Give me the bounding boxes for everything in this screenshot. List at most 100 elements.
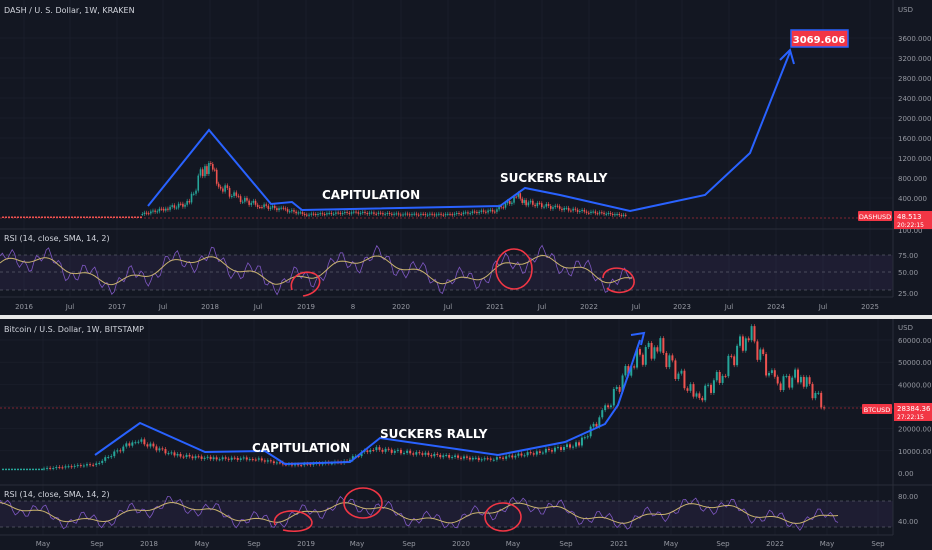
btc-candle: [433, 453, 436, 457]
btc-candle: [179, 453, 182, 457]
dash-candle: [2, 216, 4, 218]
btc-candle: [502, 457, 505, 459]
btc-candle: [236, 457, 239, 460]
btc-candle: [580, 437, 583, 446]
dash-candle: [541, 203, 543, 208]
dash-time-axis[interactable]: 2016 Jul 2017 Jul 2018 Jul 2019 8 2020 Jul 2021 Jul…: [15, 303, 879, 311]
btc-rsi-pane[interactable]: RSI (14, close, SMA, 14, 2): [0, 484, 932, 531]
btc-candle: [113, 451, 116, 457]
btc-candle: [41, 468, 43, 471]
btc-candle: [158, 448, 161, 451]
dash-candle: [339, 212, 342, 214]
btc-candle: [677, 373, 680, 379]
btc-candle: [759, 349, 762, 360]
btc-arrow-head: [630, 331, 646, 346]
dash-rsi-tick: 75.00: [898, 252, 918, 260]
dash-pattern-line: [147, 51, 791, 213]
dash-candle: [35, 216, 37, 218]
dash-time-tick: Jul: [631, 303, 641, 311]
btc-rsi-band: [0, 501, 893, 527]
btc-price-tick: 20000.00: [898, 426, 931, 434]
btc-candle: [107, 456, 110, 458]
btc-candle: [278, 462, 281, 464]
dash-candle: [282, 207, 285, 209]
btc-candle: [477, 457, 480, 461]
btc-candle: [233, 457, 236, 459]
dash-candle: [611, 214, 614, 216]
btc-candle: [799, 376, 802, 383]
btc-candle: [176, 453, 179, 456]
dash-time-tick: 2016: [15, 303, 33, 311]
btc-candle: [372, 450, 375, 452]
dash-candle: [438, 213, 440, 215]
dash-candle: [299, 212, 302, 214]
btc-candle: [436, 453, 439, 455]
btc-candle: [480, 459, 483, 461]
dash-candle: [357, 212, 360, 214]
btc-candle: [627, 366, 630, 376]
dash-candle: [197, 175, 200, 191]
btc-candle: [76, 465, 79, 467]
dash-arrow-head: [779, 48, 795, 65]
btc-candle: [556, 447, 559, 449]
dash-candle: [603, 212, 605, 215]
btc-time-tick: May: [36, 540, 50, 548]
btc-time-tick: 2022: [766, 540, 784, 548]
btc-candle: [650, 342, 653, 359]
btc-candle: [128, 443, 131, 446]
btc-candle: [523, 455, 526, 457]
btc-candle: [360, 452, 363, 457]
btc-candle: [598, 417, 601, 427]
btc-candle: [152, 443, 155, 447]
btc-candle: [251, 459, 254, 461]
btc-time-axis[interactable]: May Sep 2018 May Sep 2019 May Sep 2020 May Sep 2021…: [36, 540, 885, 548]
dash-candle: [204, 166, 206, 177]
dash-price-tick: 2000.000: [898, 115, 931, 123]
dash-candle: [523, 200, 525, 203]
btc-candle: [715, 371, 718, 381]
btc-candle: [418, 452, 421, 454]
btc-time-tick: May: [506, 540, 520, 548]
dash-candle: [128, 216, 130, 218]
dash-candle: [137, 216, 139, 218]
btc-candle: [636, 349, 639, 368]
dash-candle: [620, 215, 623, 217]
dash-price-axis[interactable]: 3600.000 3200.000 2800.000 2400.000 2000.000…: [898, 35, 931, 223]
dash-candle: [496, 209, 498, 212]
btc-candle: [143, 439, 146, 445]
dash-candle: [543, 206, 545, 208]
btc-candle: [412, 453, 415, 455]
btc-candle: [191, 456, 194, 459]
dash-candle: [406, 213, 409, 215]
dash-candle: [572, 208, 574, 211]
dash-candle: [116, 216, 118, 218]
btc-candle: [547, 448, 550, 451]
btc-candle: [707, 384, 710, 386]
btc-suckers-rally-label: SUCKERS RALLY: [380, 427, 488, 441]
dash-candle: [585, 211, 588, 213]
btc-candle: [64, 466, 67, 468]
dash-time-tick: 8: [351, 303, 355, 311]
btc-candle: [727, 355, 730, 377]
dash-candle: [341, 213, 344, 215]
btc-candle: [621, 375, 624, 392]
btc-candle: [595, 423, 598, 427]
panel-separator: [0, 315, 932, 319]
btc-candle: [811, 383, 814, 399]
btc-candle: [17, 468, 19, 471]
btc-candle: [662, 338, 665, 353]
dash-price-tick: 800.000: [898, 175, 927, 183]
dash-rsi-pane[interactable]: RSI (14, close, SMA, 14, 2): [0, 228, 932, 296]
btc-time-tick: Sep: [716, 540, 730, 548]
dash-candle: [86, 216, 88, 218]
dash-candle: [317, 213, 319, 215]
dash-price-tick: 2800.000: [898, 75, 931, 83]
btc-candle: [569, 444, 572, 448]
btc-candle: [572, 446, 575, 448]
dash-candle: [498, 206, 500, 210]
dash-candle: [547, 204, 550, 206]
dash-candle: [113, 216, 115, 218]
dash-candle: [80, 216, 82, 218]
